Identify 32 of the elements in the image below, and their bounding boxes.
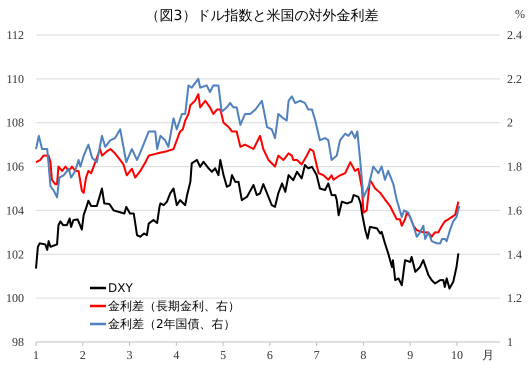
y2-tick-label: 2.4 (507, 28, 522, 42)
y-tick-label: 104 (6, 203, 24, 218)
y2-tick-label: 1 (507, 335, 513, 349)
y-tick-label: 112 (6, 28, 24, 42)
x-tick-label: 5 (220, 348, 226, 362)
y2-tick-label: 1.2 (507, 291, 522, 306)
y2-tick-label: 2 (507, 116, 513, 130)
legend-label: DXY (108, 281, 134, 295)
x-tick-label: 10 (450, 348, 463, 362)
y-tick-label: 98 (12, 335, 24, 349)
y-tick-label: 100 (6, 291, 24, 306)
y2-tick-label: 1.4 (507, 247, 522, 262)
legend-label: 金利差（長期金利、右） (108, 299, 240, 313)
x-tick-label: 8 (360, 348, 366, 362)
legend-label: 金利差（2年国債、右） (108, 317, 236, 331)
y-tick-label: 106 (6, 160, 24, 174)
y2-tick-label: 1.6 (507, 203, 522, 218)
x-tick-label: 7 (314, 348, 320, 362)
y-tick-label: 108 (6, 116, 24, 130)
y2-axis-title: % (515, 7, 525, 21)
y-tick-label: 110 (6, 72, 24, 86)
x-tick-label: 3 (126, 348, 133, 362)
x-tick-label: 6 (266, 348, 273, 362)
x-tick-label: 4 (173, 348, 180, 362)
chart-title: （図3）ドル指数と米国の対外金利差 (146, 8, 378, 24)
x-axis-title: 月 (482, 348, 494, 362)
y-tick-label: 102 (6, 247, 24, 262)
x-tick-label: 2 (80, 348, 86, 362)
y2-tick-label: 1.8 (507, 160, 522, 174)
y2-tick-label: 2.2 (507, 72, 522, 86)
x-tick-label: 1 (33, 348, 39, 362)
x-tick-label: 9 (407, 348, 414, 362)
